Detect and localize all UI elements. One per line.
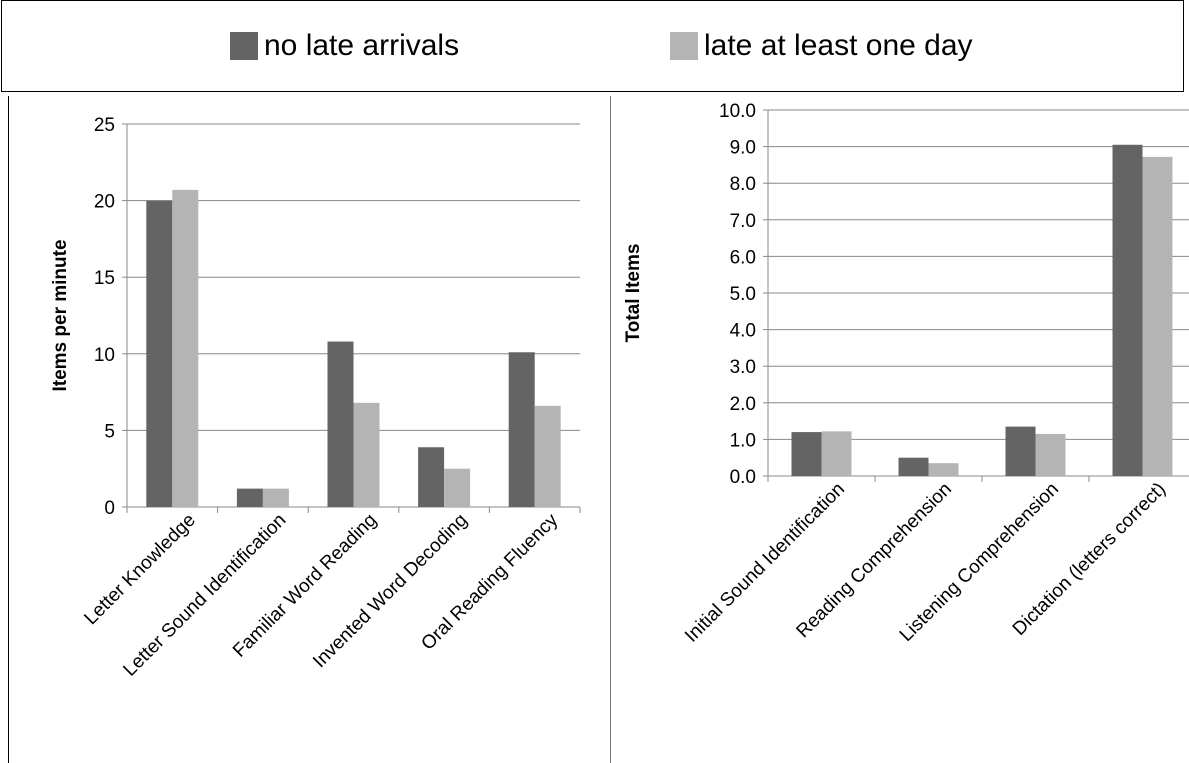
bar-late: [353, 402, 380, 507]
y-tick-label: 6.0: [730, 247, 756, 268]
y-tick-label: 1.0: [730, 430, 756, 451]
bar-no-late: [791, 432, 822, 476]
charts-frame: [8, 96, 1189, 763]
y-tick-label: 3.0: [730, 357, 756, 378]
y-tick-label: 25: [94, 115, 115, 136]
chart-divider: [610, 96, 611, 763]
y-axis-title: Total Items: [623, 244, 644, 343]
legend-item-no-late: no late arrivals: [230, 29, 459, 63]
y-tick-label: 2.0: [730, 394, 756, 415]
y-tick-label: 4.0: [730, 321, 756, 342]
legend-item-late: late at least one day: [670, 29, 973, 63]
y-tick-label: 0.0: [730, 467, 756, 488]
bar-late: [262, 488, 289, 507]
y-tick-label: 8.0: [730, 174, 756, 195]
legend-label-no-late: no late arrivals: [264, 29, 460, 62]
y-tick-label: 10.0: [719, 101, 756, 122]
bar-late: [928, 463, 959, 476]
bar-late: [534, 405, 561, 507]
legend-label-late: late at least one day: [704, 29, 973, 62]
bar-no-late: [236, 488, 263, 507]
bar-no-late: [1005, 426, 1036, 476]
bar-late: [172, 189, 199, 507]
y-tick-label: 5: [104, 421, 115, 442]
legend-swatch-dark: [230, 32, 258, 60]
bar-no-late: [508, 352, 535, 507]
bar-no-late: [146, 200, 173, 507]
bar-no-late: [418, 447, 445, 507]
y-tick-label: 15: [94, 268, 115, 289]
bar-late: [444, 468, 471, 507]
y-tick-label: 0: [104, 498, 115, 519]
bar-no-late: [898, 457, 929, 476]
y-tick-label: 10: [94, 345, 115, 366]
bar-late: [821, 431, 852, 476]
legend-swatch-light: [670, 32, 698, 60]
category-label: Letter Sound Identification: [119, 510, 290, 681]
bar-late: [1142, 156, 1173, 476]
legend: no late arrivals late at least one day: [1, 0, 1184, 92]
y-tick-label: 20: [94, 192, 115, 213]
y-axis-title: Items per minute: [50, 239, 71, 391]
bar-no-late: [1112, 144, 1143, 476]
bar-late: [1035, 433, 1066, 476]
y-tick-label: 5.0: [730, 284, 756, 305]
category-label: Invented Word Decoding: [309, 510, 471, 672]
y-tick-label: 7.0: [730, 211, 756, 232]
y-tick-label: 9.0: [730, 138, 756, 159]
bar-no-late: [327, 341, 354, 507]
